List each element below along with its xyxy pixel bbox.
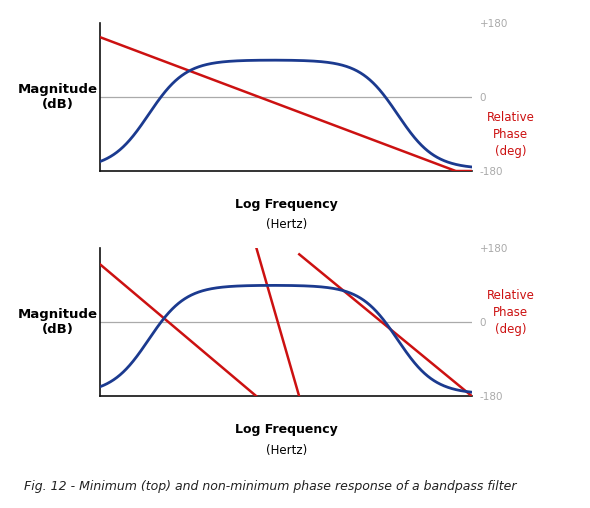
Text: Fig. 12 - Minimum (top) and non-minimum phase response of a bandpass filter: Fig. 12 - Minimum (top) and non-minimum … — [24, 480, 516, 493]
Text: (Hertz): (Hertz) — [266, 443, 307, 457]
Text: (Hertz): (Hertz) — [266, 218, 307, 232]
Text: Relative
Phase
(deg): Relative Phase (deg) — [487, 111, 535, 158]
Text: Magnitude
(dB): Magnitude (dB) — [18, 308, 97, 336]
Text: Log Frequency: Log Frequency — [235, 198, 337, 211]
Text: Log Frequency: Log Frequency — [235, 423, 337, 436]
Text: Relative
Phase
(deg): Relative Phase (deg) — [487, 289, 535, 336]
Text: Magnitude
(dB): Magnitude (dB) — [18, 83, 97, 111]
